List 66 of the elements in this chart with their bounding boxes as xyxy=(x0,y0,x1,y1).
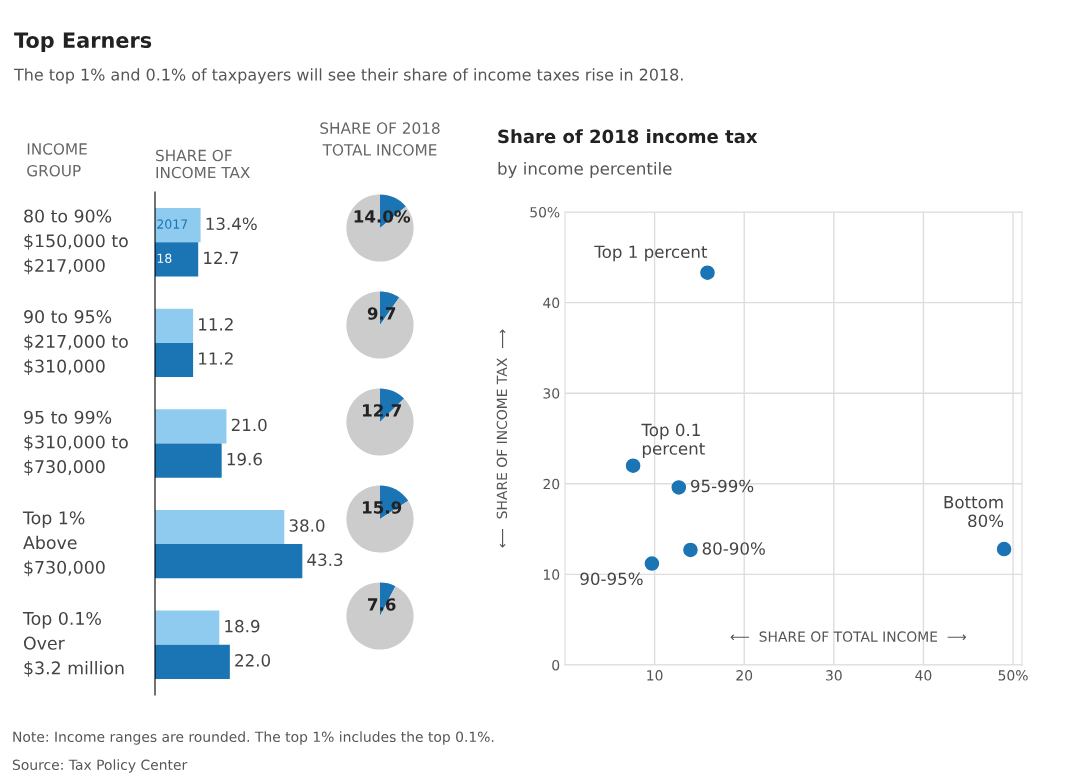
y-tick-label: 10 xyxy=(543,569,560,580)
y-tick-label: 95 to 99% $310,000 to $730,000 xyxy=(24,410,128,476)
point xyxy=(700,265,715,280)
bar xyxy=(155,342,194,378)
data-label: 38.0 xyxy=(289,519,325,532)
data-label: 19.6 xyxy=(227,452,262,466)
y-tick-label: 40 xyxy=(543,297,560,309)
y-tick-label: 90 to 95% $217,000 to $310,000 xyxy=(24,310,128,375)
data-label: 11.2 xyxy=(199,352,233,365)
annotation: Top 1 percent xyxy=(594,245,708,262)
bar xyxy=(155,610,220,645)
pie-slice xyxy=(346,582,414,650)
bar xyxy=(155,409,227,444)
data-label: 43.3 xyxy=(307,553,343,567)
point xyxy=(625,458,641,473)
y-axis-title: ⟵ SHARE OF INCOME TAX ⟶ xyxy=(496,329,508,548)
chart-title: SHARE OF 2018 TOTAL INCOME xyxy=(320,122,440,156)
y-tick-label: 20 xyxy=(543,478,560,490)
annotation: Top 0.1 percent xyxy=(641,423,705,459)
x-axis-title: SHARE OF INCOME TAX xyxy=(156,149,250,179)
x-tick-label: 40 xyxy=(915,670,932,681)
bar xyxy=(155,644,230,679)
bar xyxy=(155,509,285,545)
series-label: 2017 xyxy=(157,219,188,229)
point xyxy=(683,542,698,558)
data-label: 18.9 xyxy=(225,619,260,633)
chart-subtitle: by income percentile xyxy=(498,161,672,179)
annotation: 95-99% xyxy=(690,479,754,493)
data-label: 12.7 xyxy=(204,251,239,264)
annotation: 90-95% xyxy=(580,572,643,586)
text: Note: Income ranges are rounded. The top 1% includes the top 0.1%. xyxy=(13,731,494,745)
point xyxy=(996,541,1012,557)
bar xyxy=(155,242,199,277)
bar xyxy=(155,208,201,243)
x-axis-title: ⟵ SHARE OF TOTAL INCOME ⟶ xyxy=(730,631,967,642)
pie-slice xyxy=(346,485,414,553)
y-tick-label: 80 to 90% $150,000 to $217,000 xyxy=(24,209,128,275)
bar xyxy=(155,544,303,579)
point xyxy=(644,556,660,571)
annotation: Bottom 80% xyxy=(944,496,1004,528)
source-note: Source: Tax Policy Center xyxy=(12,759,188,773)
x-tick-label: 20 xyxy=(736,670,753,681)
series-label: 18 xyxy=(157,253,172,264)
y-tick-label: 0 xyxy=(552,659,560,671)
y-tick-label: Top 0.1% Over $3.2 million xyxy=(22,611,124,677)
x-tick-label: 10 xyxy=(647,670,663,681)
data-label: 13.4% xyxy=(206,217,257,231)
y-tick-label: Top 1% Above $730,000 xyxy=(22,511,105,577)
bar xyxy=(155,308,194,343)
data-label: 11.2 xyxy=(199,318,233,331)
pie-slice xyxy=(346,388,414,456)
y-tick-label: 50% xyxy=(530,206,560,218)
x-tick-label: 30 xyxy=(826,670,842,681)
text: The top 1% and 0.1% of taxpayers will see their share of income taxes rise in 2018. xyxy=(13,68,683,84)
point xyxy=(671,480,687,495)
annotation: 80-90% xyxy=(702,542,765,555)
bar xyxy=(155,443,222,478)
chart-title: Share of 2018 income tax xyxy=(498,129,758,144)
pie-slice xyxy=(346,291,414,359)
data-label: 21.0 xyxy=(231,418,267,432)
chart-title: Top Earners xyxy=(14,32,152,53)
data-label: 22.0 xyxy=(235,654,271,667)
pie-slice xyxy=(346,194,414,262)
x-tick-label: 50% xyxy=(998,670,1028,681)
y-axis-title: INCOME GROUP xyxy=(27,143,87,177)
y-tick-label: 30 xyxy=(543,388,560,399)
